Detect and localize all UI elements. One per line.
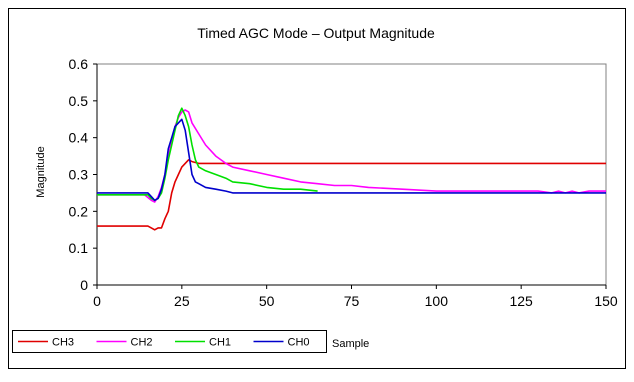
legend-label-ch0: CH0 xyxy=(288,337,310,349)
y-tick-label: 0.1 xyxy=(69,240,89,256)
y-tick-label: 0.4 xyxy=(69,130,89,146)
x-axis-label: Sample xyxy=(332,338,369,350)
x-tick-label: 100 xyxy=(425,293,449,309)
chart-frame xyxy=(9,9,626,369)
y-tick-label: 0 xyxy=(80,277,88,293)
y-tick-label: 0.5 xyxy=(69,93,89,109)
y-tick-label: 0.2 xyxy=(69,203,89,219)
chart-title: Timed AGC Mode – Output Magnitude xyxy=(197,25,435,41)
x-tick-label: 50 xyxy=(259,293,275,309)
x-tick-label: 75 xyxy=(344,293,360,309)
legend-label-ch3: CH3 xyxy=(52,337,74,349)
x-tick-label: 0 xyxy=(93,293,101,309)
y-tick-label: 0.3 xyxy=(69,167,89,183)
y-tick-label: 0.6 xyxy=(69,56,89,72)
x-tick-label: 150 xyxy=(594,293,618,309)
x-tick-label: 25 xyxy=(174,293,190,309)
x-tick-label: 125 xyxy=(509,293,533,309)
legend-label-ch1: CH1 xyxy=(209,337,231,349)
legend: CH3 CH2 CH1 CH0 xyxy=(13,331,327,353)
legend-label-ch2: CH2 xyxy=(131,337,153,349)
y-axis-label: Magnitude xyxy=(35,146,47,197)
